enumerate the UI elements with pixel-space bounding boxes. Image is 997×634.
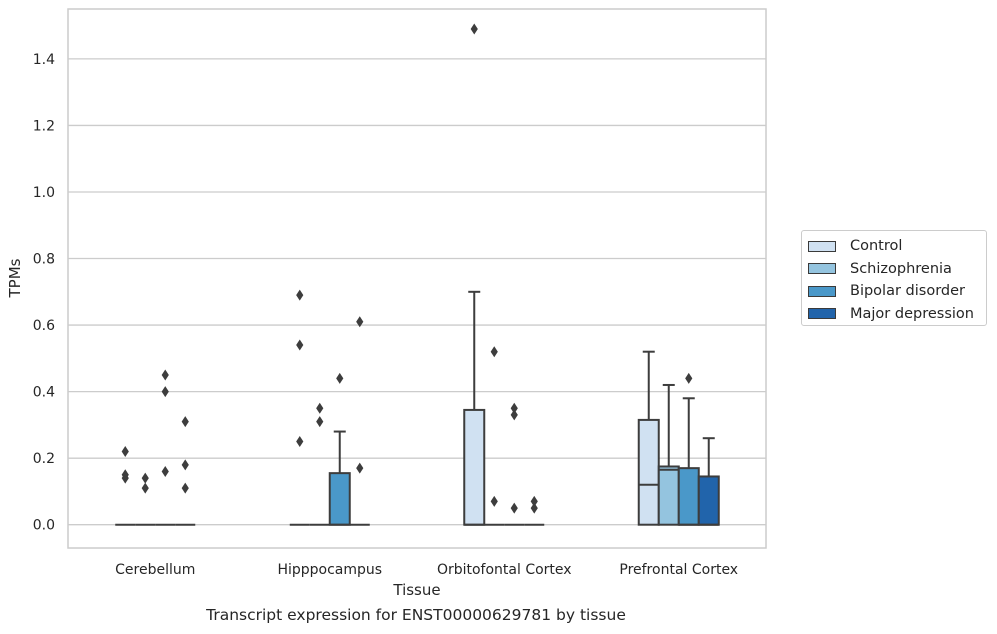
box-control xyxy=(637,350,660,526)
legend-swatch xyxy=(808,263,836,275)
outlier-point xyxy=(356,462,364,474)
box-schizophrenia xyxy=(309,402,330,526)
legend-item: Control xyxy=(808,235,986,258)
outlier-point xyxy=(685,372,693,384)
y-tick-label: 1.2 xyxy=(33,118,55,134)
outlier-point xyxy=(181,482,189,494)
y-tick-label: 0.4 xyxy=(33,385,55,401)
legend: Control Schizophrenia Bipolar disorder Majo… xyxy=(801,230,987,326)
box-control xyxy=(289,289,310,526)
legend-item: Major depression xyxy=(808,303,986,326)
box-body xyxy=(463,408,486,526)
gridlines xyxy=(68,58,766,526)
legend-item: Bipolar disorder xyxy=(808,280,986,303)
box-major-depression xyxy=(175,416,196,526)
outlier-point xyxy=(121,446,129,458)
y-tick-labels: 0.0 0.2 0.4 0.6 0.8 1.0 1.2 1.4 xyxy=(33,52,55,534)
legend-swatch xyxy=(808,308,836,320)
outlier-point xyxy=(316,416,324,428)
outlier-point xyxy=(530,495,538,507)
outlier-point xyxy=(181,459,189,471)
box-schizophrenia xyxy=(135,472,156,526)
outlier-point xyxy=(490,346,498,358)
box-control xyxy=(115,446,136,526)
x-tick-labels: Cerebellum Hipppocampus Orbitofontal Corte… xyxy=(115,562,738,578)
outlier-point xyxy=(141,482,149,494)
outlier-point xyxy=(296,289,304,301)
legend-swatch xyxy=(808,240,836,252)
x-axis-label: Tissue xyxy=(392,581,440,599)
box-major-depression xyxy=(349,316,370,526)
plot-frame xyxy=(67,8,767,549)
box-bipolar-disorder xyxy=(677,372,700,526)
x-tick-label: Prefrontal Cortex xyxy=(619,562,738,578)
outlier-point xyxy=(316,402,324,414)
legend-swatch xyxy=(808,285,836,297)
outlier-point xyxy=(296,436,304,448)
legend-label: Major depression xyxy=(850,305,974,322)
box-series xyxy=(115,23,720,526)
box-body xyxy=(328,472,351,526)
outlier-point xyxy=(161,465,169,477)
outlier-point xyxy=(510,402,518,414)
legend-item: Schizophrenia xyxy=(808,258,986,281)
box-body xyxy=(697,475,720,526)
outlier-point xyxy=(356,316,364,328)
outlier-point xyxy=(336,372,344,384)
outlier-point xyxy=(510,409,518,421)
legend-label: Control xyxy=(850,238,903,255)
box-body xyxy=(657,465,680,526)
box-control xyxy=(463,23,486,526)
y-tick-label: 0.2 xyxy=(33,451,55,467)
y-tick-label: 0.0 xyxy=(33,518,55,534)
figure-caption: Transcript expression for ENST0000062978… xyxy=(206,606,626,624)
box-bipolar-disorder xyxy=(155,369,176,526)
x-tick-label: Orbitofontal Cortex xyxy=(437,562,572,578)
x-tick-label: Cerebellum xyxy=(115,562,195,578)
box-body xyxy=(637,418,660,526)
outlier-point xyxy=(161,369,169,381)
y-tick-label: 0.6 xyxy=(33,318,55,334)
box-schizophrenia xyxy=(484,346,505,526)
box-bipolar-disorder xyxy=(328,372,351,526)
outlier-point xyxy=(510,502,518,514)
outlier-point xyxy=(530,502,538,514)
y-tick-label: 0.8 xyxy=(33,252,55,268)
outlier-point xyxy=(470,23,478,35)
outlier-point xyxy=(490,495,498,507)
box-major-depression xyxy=(524,495,545,526)
x-tick-label: Hipppocampus xyxy=(277,562,382,578)
legend-label: Bipolar disorder xyxy=(850,283,965,300)
box-bipolar-disorder xyxy=(504,402,525,526)
outlier-point xyxy=(141,472,149,484)
box-body xyxy=(677,467,700,526)
outlier-point xyxy=(161,386,169,398)
outlier-point xyxy=(121,469,129,481)
legend-label: Schizophrenia xyxy=(850,260,952,277)
box-major-depression xyxy=(697,437,720,526)
y-tick-label: 1.4 xyxy=(33,52,55,68)
y-axis-label: TPMs xyxy=(6,258,24,298)
y-tick-label: 1.0 xyxy=(33,185,55,201)
box-schizophrenia xyxy=(657,383,680,526)
outlier-point xyxy=(181,416,189,428)
outlier-point xyxy=(296,339,304,351)
